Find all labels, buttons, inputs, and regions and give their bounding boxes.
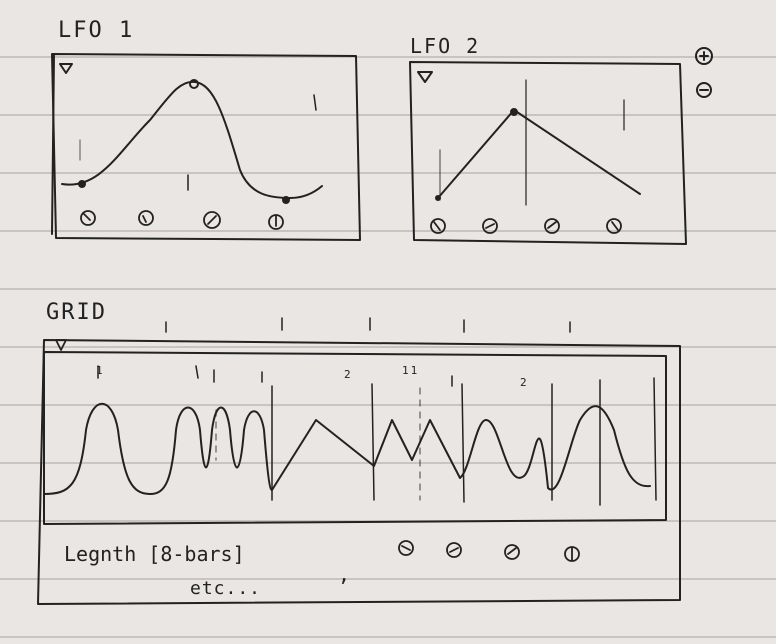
grid-knob-4 — [564, 546, 580, 562]
add-lfo-button[interactable] — [695, 47, 713, 65]
lfo1-triangle-icon[interactable] — [59, 63, 73, 74]
grid-marker-2b: 2 — [520, 376, 529, 389]
grid-panel — [37, 317, 681, 605]
lfo1-knob-2 — [138, 210, 154, 226]
lfo1-knob-1 — [80, 210, 96, 226]
lfo2-title: LFO 2 — [410, 34, 481, 58]
grid-knob-1 — [398, 540, 414, 556]
lfo1-knob-3 — [203, 211, 221, 229]
lfo2-triangle-icon[interactable] — [417, 71, 433, 83]
grid-marker-1: 1 — [96, 364, 105, 377]
grid-marker-11: 11 — [402, 364, 420, 377]
grid-etc-label: etc... — [190, 578, 262, 599]
grid-knob-2 — [446, 542, 462, 558]
lfo2-waveform — [435, 79, 641, 206]
lfo2-knobs[interactable] — [430, 218, 622, 234]
lfo1-knob-4 — [268, 214, 284, 230]
lfo2-panel — [409, 61, 687, 245]
grid-knob-3 — [504, 544, 520, 560]
lfo1-panel — [51, 53, 361, 241]
grid-title: GRID — [46, 300, 107, 325]
lfo1-title: LFO 1 — [58, 18, 135, 43]
grid-comma: , — [338, 562, 353, 586]
lfo2-knob-2 — [482, 218, 498, 234]
lfo2-knob-1 — [430, 218, 446, 234]
grid-knobs[interactable] — [398, 540, 580, 562]
grid-triangle-icon[interactable] — [55, 339, 67, 351]
remove-lfo-button[interactable] — [696, 82, 712, 98]
lfo2-knob-3 — [544, 218, 560, 234]
grid-marker-2a: 2 — [344, 368, 353, 381]
grid-waveform — [43, 365, 657, 506]
lfo2-knob-4 — [606, 218, 622, 234]
lfo1-knobs[interactable] — [80, 210, 284, 230]
grid-length-label: Legnth [8-bars] — [64, 542, 245, 566]
lfo1-waveform — [61, 79, 323, 204]
